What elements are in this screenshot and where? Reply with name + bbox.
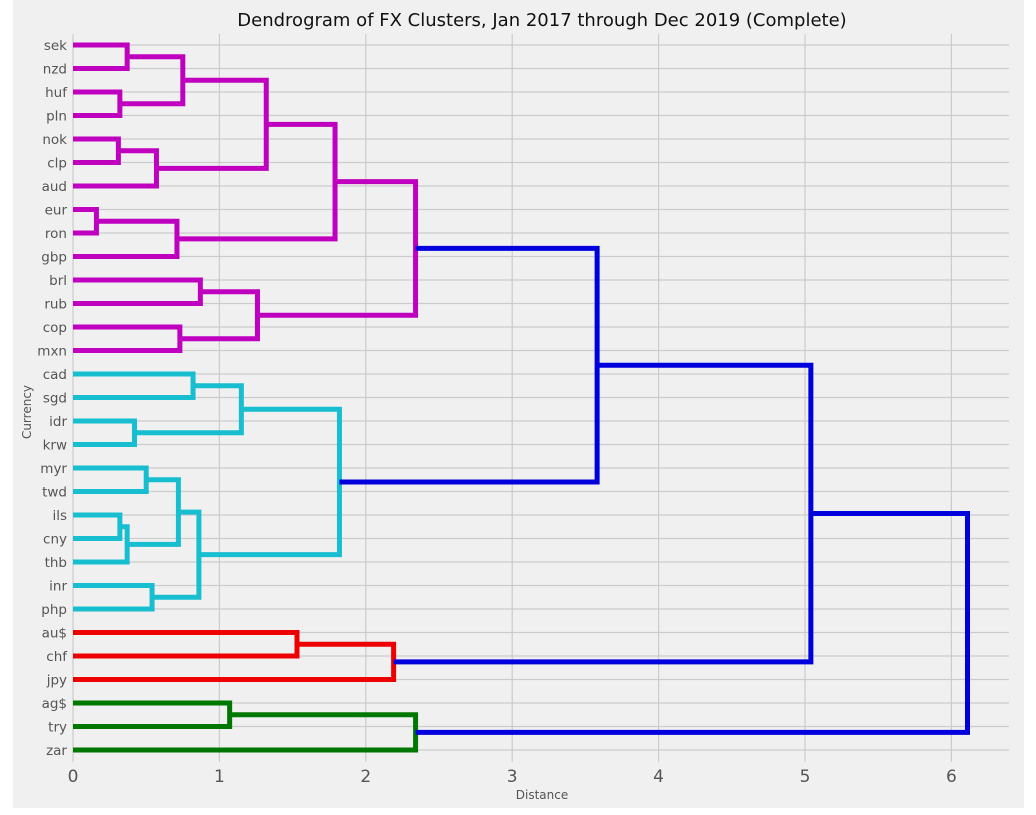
y-tick-label: cny — [43, 532, 67, 548]
y-tick-label: twd — [42, 485, 67, 501]
y-tick-label: nzd — [43, 62, 67, 78]
chart-title: Dendrogram of FX Clusters, Jan 2017 thro… — [237, 10, 846, 31]
x-tick-label: 5 — [800, 767, 811, 787]
y-tick-label: clp — [47, 156, 67, 172]
y-tick-label: jpy — [46, 673, 67, 689]
y-tick-label: cad — [43, 367, 67, 383]
y-tick-label: sgd — [43, 391, 67, 407]
gridlines — [72, 34, 1009, 762]
y-tick-label: try — [48, 720, 67, 736]
y-tick-label: huf — [45, 85, 68, 101]
y-tick-label: thb — [45, 555, 67, 571]
y-tick-label: au$ — [42, 626, 67, 642]
x-tick-labels: 0 1 2 3 4 5 6 — [68, 767, 957, 787]
y-tick-label: brl — [49, 273, 67, 289]
figure-background — [13, 0, 1024, 808]
y-tick-label: pln — [46, 109, 67, 125]
y-tick-label: chf — [46, 649, 68, 665]
dendrogram-links — [73, 42, 971, 753]
y-tick-label: cop — [43, 320, 67, 336]
x-tick-label: 0 — [68, 767, 79, 787]
y-tick-label: sek — [44, 38, 67, 54]
x-tick-label: 2 — [360, 767, 371, 787]
y-tick-label: myr — [40, 461, 67, 477]
y-tick-label: ag$ — [42, 696, 67, 712]
y-tick-label: ron — [45, 226, 67, 242]
y-tick-label: gbp — [41, 250, 67, 266]
y-tick-label: mxn — [37, 344, 67, 360]
y-tick-label: zar — [46, 743, 67, 759]
dendrogram-link — [415, 511, 971, 735]
x-tick-label: 3 — [507, 767, 518, 787]
y-tick-label: krw — [43, 438, 67, 454]
y-axis-label: Currency — [20, 385, 34, 439]
y-tick-label: nok — [42, 132, 67, 148]
x-tick-label: 4 — [653, 767, 664, 787]
y-tick-label: inr — [49, 579, 67, 595]
y-tick-label: php — [41, 602, 67, 618]
y-tick-label: idr — [49, 414, 67, 430]
y-tick-label: aud — [42, 179, 67, 195]
y-tick-label: rub — [44, 297, 67, 313]
y-tick-label: ils — [52, 508, 67, 524]
x-tick-label: 6 — [946, 767, 957, 787]
x-tick-label: 1 — [214, 767, 225, 787]
y-tick-labels: sek nzd huf pln nok clp aud eur ron gbp brl rub cop m… — [37, 38, 68, 759]
y-tick-label: eur — [45, 203, 68, 219]
x-axis-label: Distance — [516, 788, 568, 802]
